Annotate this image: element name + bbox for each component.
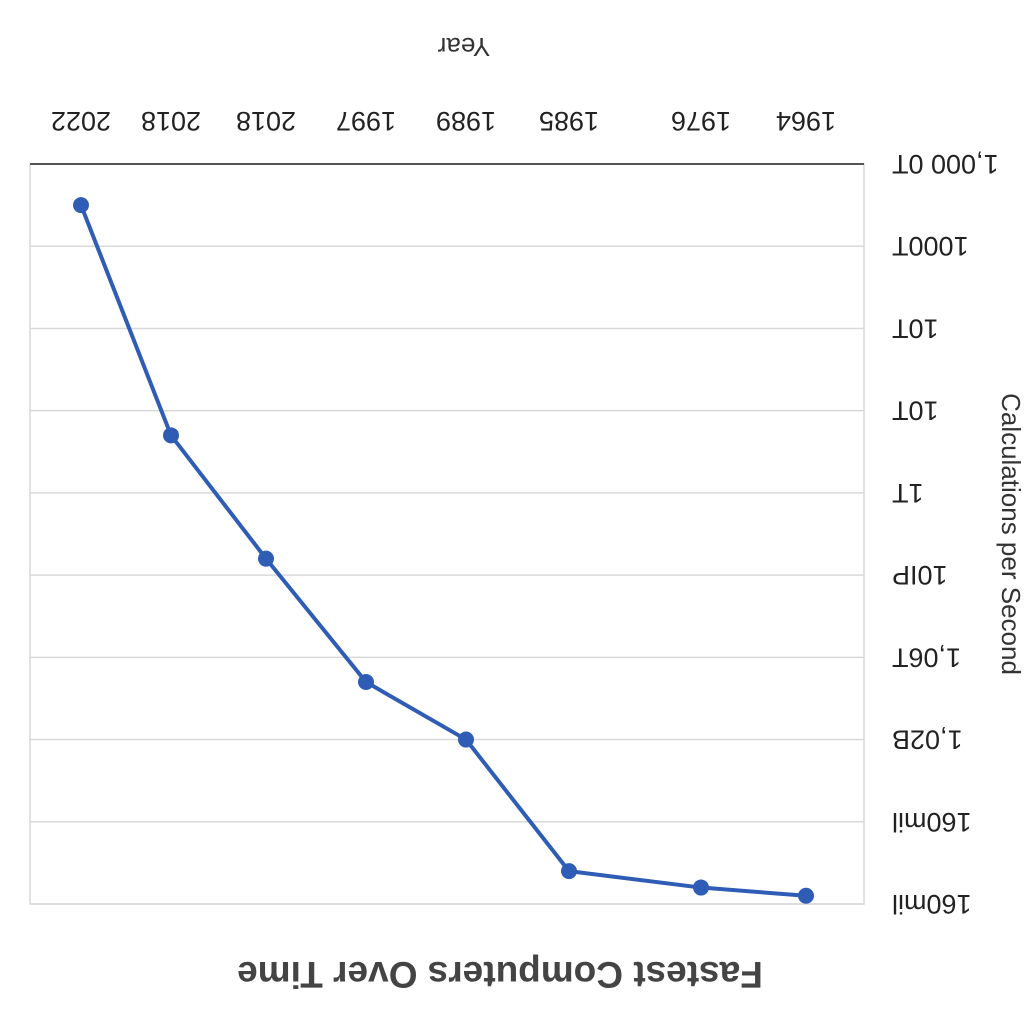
x-axis-label: Year [437,32,490,62]
x-tick-label: 1964 [776,106,836,136]
data-point [163,427,179,444]
chart-title: Fastest Computers Over Time [237,954,763,995]
data-point [693,879,709,896]
x-tick-label: 1989 [436,106,496,136]
x-tick-label: 2018 [236,106,296,136]
x-tick-label: 2022 [51,106,111,136]
y-tick-label: 10T [892,313,939,343]
series-line-layer [79,204,807,898]
x-tick-labels: 1964 1976 1985 1989 1997 2018 2018 2022 [51,106,836,136]
y-tick-label: 1,06T [892,642,961,672]
data-point [798,887,814,904]
data-point [258,550,274,567]
x-tick-label: 1985 [539,106,599,136]
data-point [458,731,474,748]
x-tick-label: 1976 [671,106,731,136]
y-tick-label: 1,02B [892,725,963,755]
y-tick-label: 1,000 0T [892,149,999,179]
series-line [79,204,807,898]
y-tick-labels: 1,000 0T 1000T 10T 10T 1T 10IP 1,06T 1,02B 160mi… [892,149,999,919]
y-tick-label: 160mil [892,889,972,919]
y-tick-label: 1T [892,478,924,508]
x-tick-label: 2018 [141,106,201,136]
x-tick-label: 1997 [336,106,396,136]
data-point [358,674,374,690]
y-tick-label: 10T [892,396,939,426]
data-points [73,197,814,904]
data-point [73,197,89,214]
y-tick-label: 160mil [892,807,972,837]
plot-area-frame [29,163,865,905]
y-tick-label: 1000T [892,231,969,261]
data-point [561,863,577,880]
grid-lines [30,245,864,905]
y-axis-label: Calculations per Second [996,393,1024,675]
y-tick-label: 10IP [892,560,948,590]
